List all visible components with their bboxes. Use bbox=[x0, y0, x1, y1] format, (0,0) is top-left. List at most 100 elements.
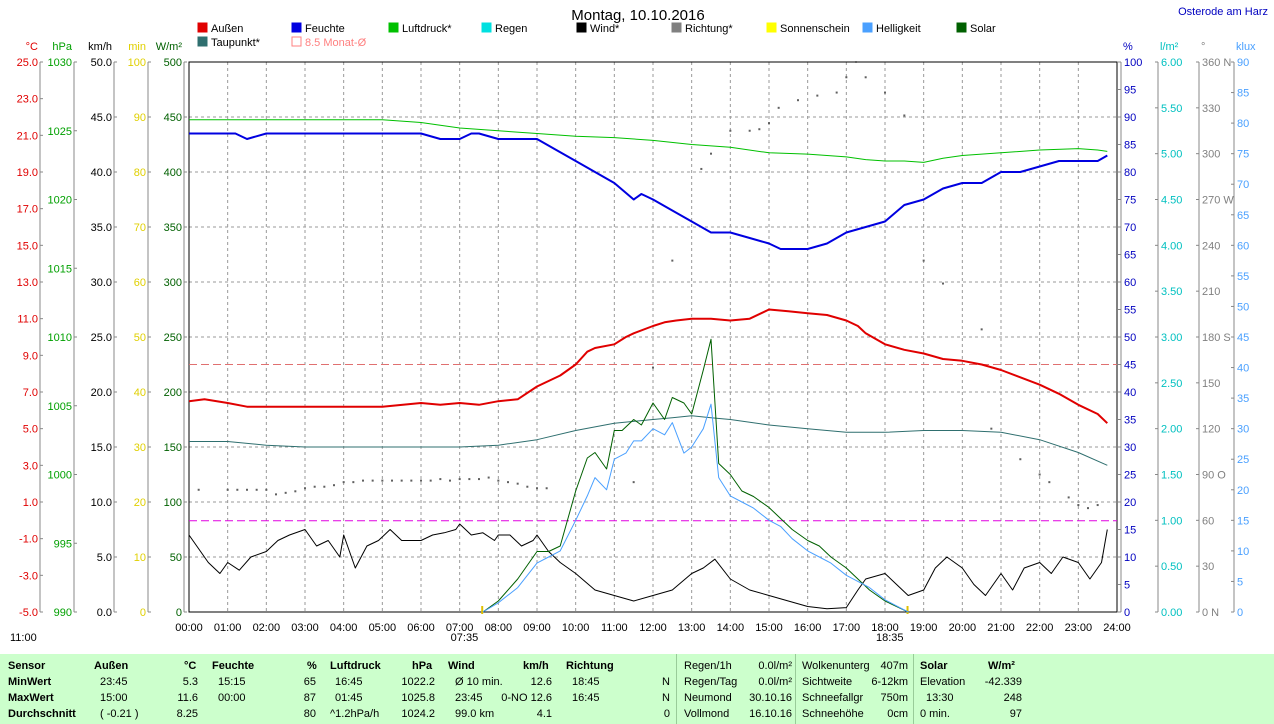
axis-tick-label: 55 bbox=[1124, 305, 1136, 317]
axis-tick-label: 360 N bbox=[1202, 57, 1231, 69]
feuchte-min-time: 15:15 bbox=[218, 676, 246, 688]
axis-tick-label: 500 bbox=[164, 57, 182, 69]
axis-tick-label: 45 bbox=[1237, 332, 1249, 344]
direction-dot bbox=[710, 152, 712, 155]
aussen-min-val: 5.3 bbox=[182, 676, 198, 688]
direction-dot bbox=[1096, 504, 1099, 507]
axis-tick-label: 1.0 bbox=[23, 497, 38, 509]
axis-tick-label: 5.0 bbox=[23, 424, 38, 436]
axis-tick-label: 2.50 bbox=[1161, 378, 1182, 390]
direction-dot bbox=[449, 479, 451, 482]
axis-tick-label: 50 bbox=[134, 332, 146, 344]
axis-unit: hPa bbox=[52, 41, 72, 53]
axis-tick-label: 5.00 bbox=[1161, 149, 1182, 161]
axis-tick-label: 60 bbox=[1124, 277, 1136, 289]
direction-dot bbox=[265, 488, 268, 491]
header-aussen: Außen bbox=[94, 660, 129, 672]
wind-max-time: 23:45 bbox=[455, 692, 483, 704]
legend-swatch bbox=[197, 36, 208, 47]
direction-dot bbox=[903, 114, 906, 117]
axis-tick-label: 45 bbox=[1124, 360, 1136, 372]
axis-tick-label: 1020 bbox=[48, 195, 72, 207]
direction-dot bbox=[864, 76, 867, 79]
solar-min-val: -42.339 bbox=[984, 676, 1022, 688]
axis-tick-label: 400 bbox=[164, 167, 182, 179]
header-luftdruck: Luftdruck bbox=[330, 660, 381, 672]
series-wind bbox=[188, 523, 1108, 610]
extra-l2-1: Sichtweite bbox=[802, 676, 853, 688]
x-tick-label: 17:00 bbox=[833, 622, 861, 634]
axis-tick-label: 995 bbox=[54, 538, 72, 550]
x-tick-label: 07:00 bbox=[446, 622, 474, 634]
wind-min-val: 12.6 bbox=[530, 676, 552, 688]
x-tick-label: 13:00 bbox=[678, 622, 706, 634]
extra-v2-0: 407m bbox=[880, 660, 908, 672]
header-richtung: Richtung bbox=[566, 660, 614, 672]
axis-tick-label: 0.00 bbox=[1161, 607, 1182, 619]
extra-v2-3: 0cm bbox=[887, 708, 908, 720]
direction-dot bbox=[246, 488, 248, 491]
legend-swatch bbox=[291, 22, 302, 33]
druck-min-val: 1022.2 bbox=[401, 676, 435, 688]
axis-tick-label: 40.0 bbox=[91, 167, 112, 179]
header-wind-unit: km/h bbox=[523, 660, 549, 672]
axis-tick-label: 300 bbox=[164, 277, 182, 289]
x-tick-label: 12:00 bbox=[639, 622, 667, 634]
axis-tick-label: 85 bbox=[1124, 140, 1136, 152]
extra-l1-0: Regen/1h bbox=[684, 660, 732, 672]
direction-dot bbox=[942, 282, 944, 285]
axis-tick-label: 990 bbox=[54, 607, 72, 619]
axis-tick-label: 0.0 bbox=[97, 607, 112, 619]
x-tick-label: 03:00 bbox=[291, 622, 319, 634]
direction-dot bbox=[429, 479, 432, 482]
extra-v1-0: 0.0l/m² bbox=[758, 660, 792, 672]
axis-tick-label: 50 bbox=[1237, 301, 1249, 313]
axis-unit: min bbox=[128, 41, 146, 53]
x-tick-label: 11:00 bbox=[601, 622, 628, 634]
axis-tick-label: -3.0 bbox=[19, 570, 38, 582]
x-tick-label: 24:00 bbox=[1103, 622, 1131, 634]
header-luftdruck-unit: hPa bbox=[412, 660, 433, 672]
feuchte-max-time: 00:00 bbox=[218, 692, 246, 704]
direction-dot bbox=[352, 481, 355, 484]
axis-tick-label: 0 bbox=[1237, 607, 1243, 619]
axis-tick-label: 15.0 bbox=[91, 442, 112, 454]
axis-tick-label: 5.0 bbox=[97, 552, 112, 564]
direction-dot bbox=[304, 487, 306, 490]
axis-tick-label: -5.0 bbox=[19, 607, 38, 619]
druck-max-time: 01:45 bbox=[335, 692, 363, 704]
extra-v1-1: 0.0l/m² bbox=[758, 676, 792, 688]
legend-swatch bbox=[291, 36, 302, 47]
axis-tick-label: 120 bbox=[1202, 424, 1220, 436]
x-tick-label: 10:00 bbox=[562, 622, 590, 634]
legend-label: Solar bbox=[970, 23, 996, 35]
sun-marker-label: 11:00 bbox=[10, 632, 37, 644]
direction-dot bbox=[497, 479, 500, 482]
axis-tick-label: 0 bbox=[1124, 607, 1130, 619]
extra-l1-2: Neumond bbox=[684, 692, 732, 704]
druck-avg-time: ^1.2hPa/h bbox=[330, 708, 380, 720]
legend-label: Taupunkt* bbox=[211, 37, 261, 49]
wind-avg-time: 99.0 km bbox=[455, 708, 495, 720]
axis-tick-label: 70 bbox=[1124, 222, 1136, 234]
direction-dot bbox=[884, 91, 886, 94]
feuchte-max-val: 87 bbox=[303, 692, 316, 704]
stats-panel: Sensor Außen °C Feuchte % Luftdruck hPa … bbox=[0, 654, 1274, 724]
axis-tick-label: 0 N bbox=[1202, 607, 1219, 619]
x-tick-label: 01:00 bbox=[214, 622, 242, 634]
axis-tick-label: 35 bbox=[1237, 393, 1249, 405]
axis-tick-label: 60 bbox=[134, 277, 146, 289]
direction-dot bbox=[652, 366, 654, 369]
header-feuchte: Feuchte bbox=[212, 660, 255, 672]
axis-tick-label: 25 bbox=[1124, 470, 1136, 482]
x-tick-label: 06:00 bbox=[407, 622, 435, 634]
axis-tick-label: 100 bbox=[164, 497, 182, 509]
legend-label: Luftdruck* bbox=[402, 23, 452, 35]
axis-tick-label: 65 bbox=[1237, 210, 1249, 222]
direction-dot bbox=[1038, 473, 1041, 476]
richtung-avg-val: 0 bbox=[663, 708, 670, 720]
series-feuchte bbox=[189, 132, 1108, 250]
direction-dot bbox=[990, 427, 993, 430]
axis-tick-label: 50.0 bbox=[91, 57, 112, 69]
axis-tick-label: 10 bbox=[1124, 552, 1136, 564]
